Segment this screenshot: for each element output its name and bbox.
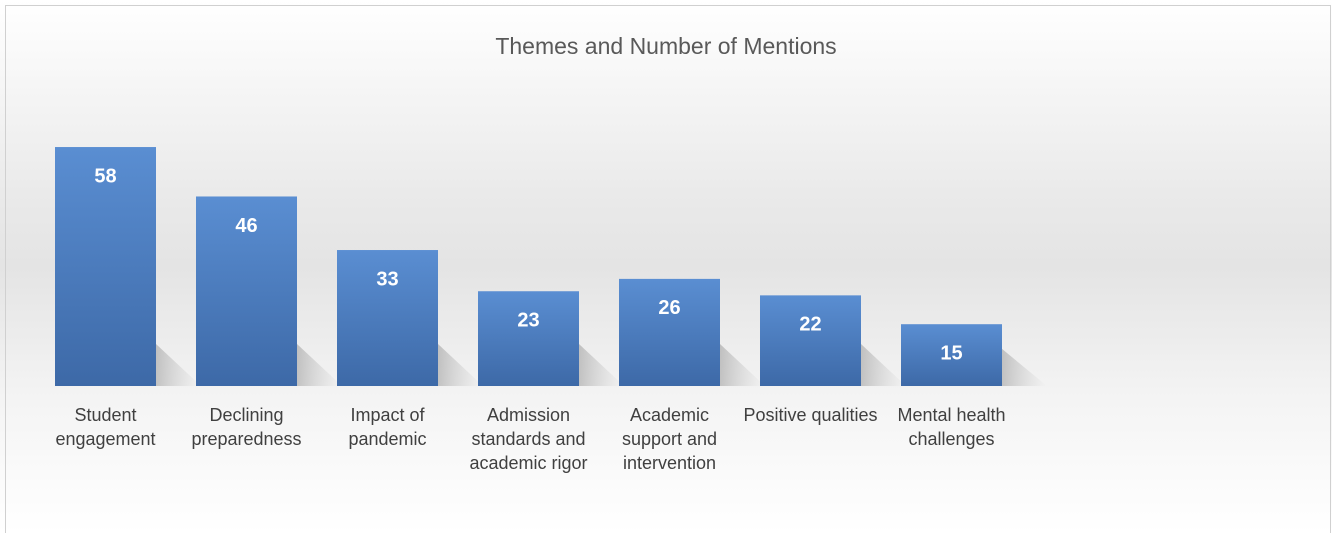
- bar: [196, 196, 297, 386]
- value-label: 58: [94, 165, 116, 187]
- x-tick-label: Impact of pandemic: [348, 405, 427, 449]
- bar-shadow: [720, 344, 765, 386]
- x-tick-label: Mental health challenges: [897, 405, 1006, 449]
- bar: [478, 291, 579, 386]
- bar: [901, 324, 1002, 386]
- bar: [760, 295, 861, 386]
- bar-shadow: [156, 344, 201, 386]
- value-label: 23: [517, 310, 539, 332]
- x-tick-label: Student engagement: [55, 405, 156, 449]
- x-tick-label: Declining preparedness: [191, 405, 302, 449]
- value-label: 46: [235, 215, 257, 237]
- value-label: 22: [799, 314, 821, 336]
- value-label: 33: [376, 268, 398, 290]
- value-label: 26: [658, 297, 680, 319]
- bar-shadow: [438, 344, 483, 386]
- bar: [619, 278, 720, 386]
- x-tick-label: Admission standards and academic rigor: [469, 405, 588, 473]
- chart-frame: [5, 5, 1331, 533]
- bar: [337, 250, 438, 386]
- x-tick-label: Academic support and intervention: [621, 405, 718, 473]
- bar-shadow: [861, 344, 906, 386]
- x-tick-label: Positive qualities: [743, 405, 878, 425]
- bar: [55, 147, 156, 386]
- chart-title: Themes and Number of Mentions: [495, 33, 836, 59]
- value-label: 15: [940, 342, 962, 364]
- bar-shadow: [579, 344, 624, 386]
- bar-shadow: [1002, 348, 1047, 386]
- bar-shadow: [297, 344, 342, 386]
